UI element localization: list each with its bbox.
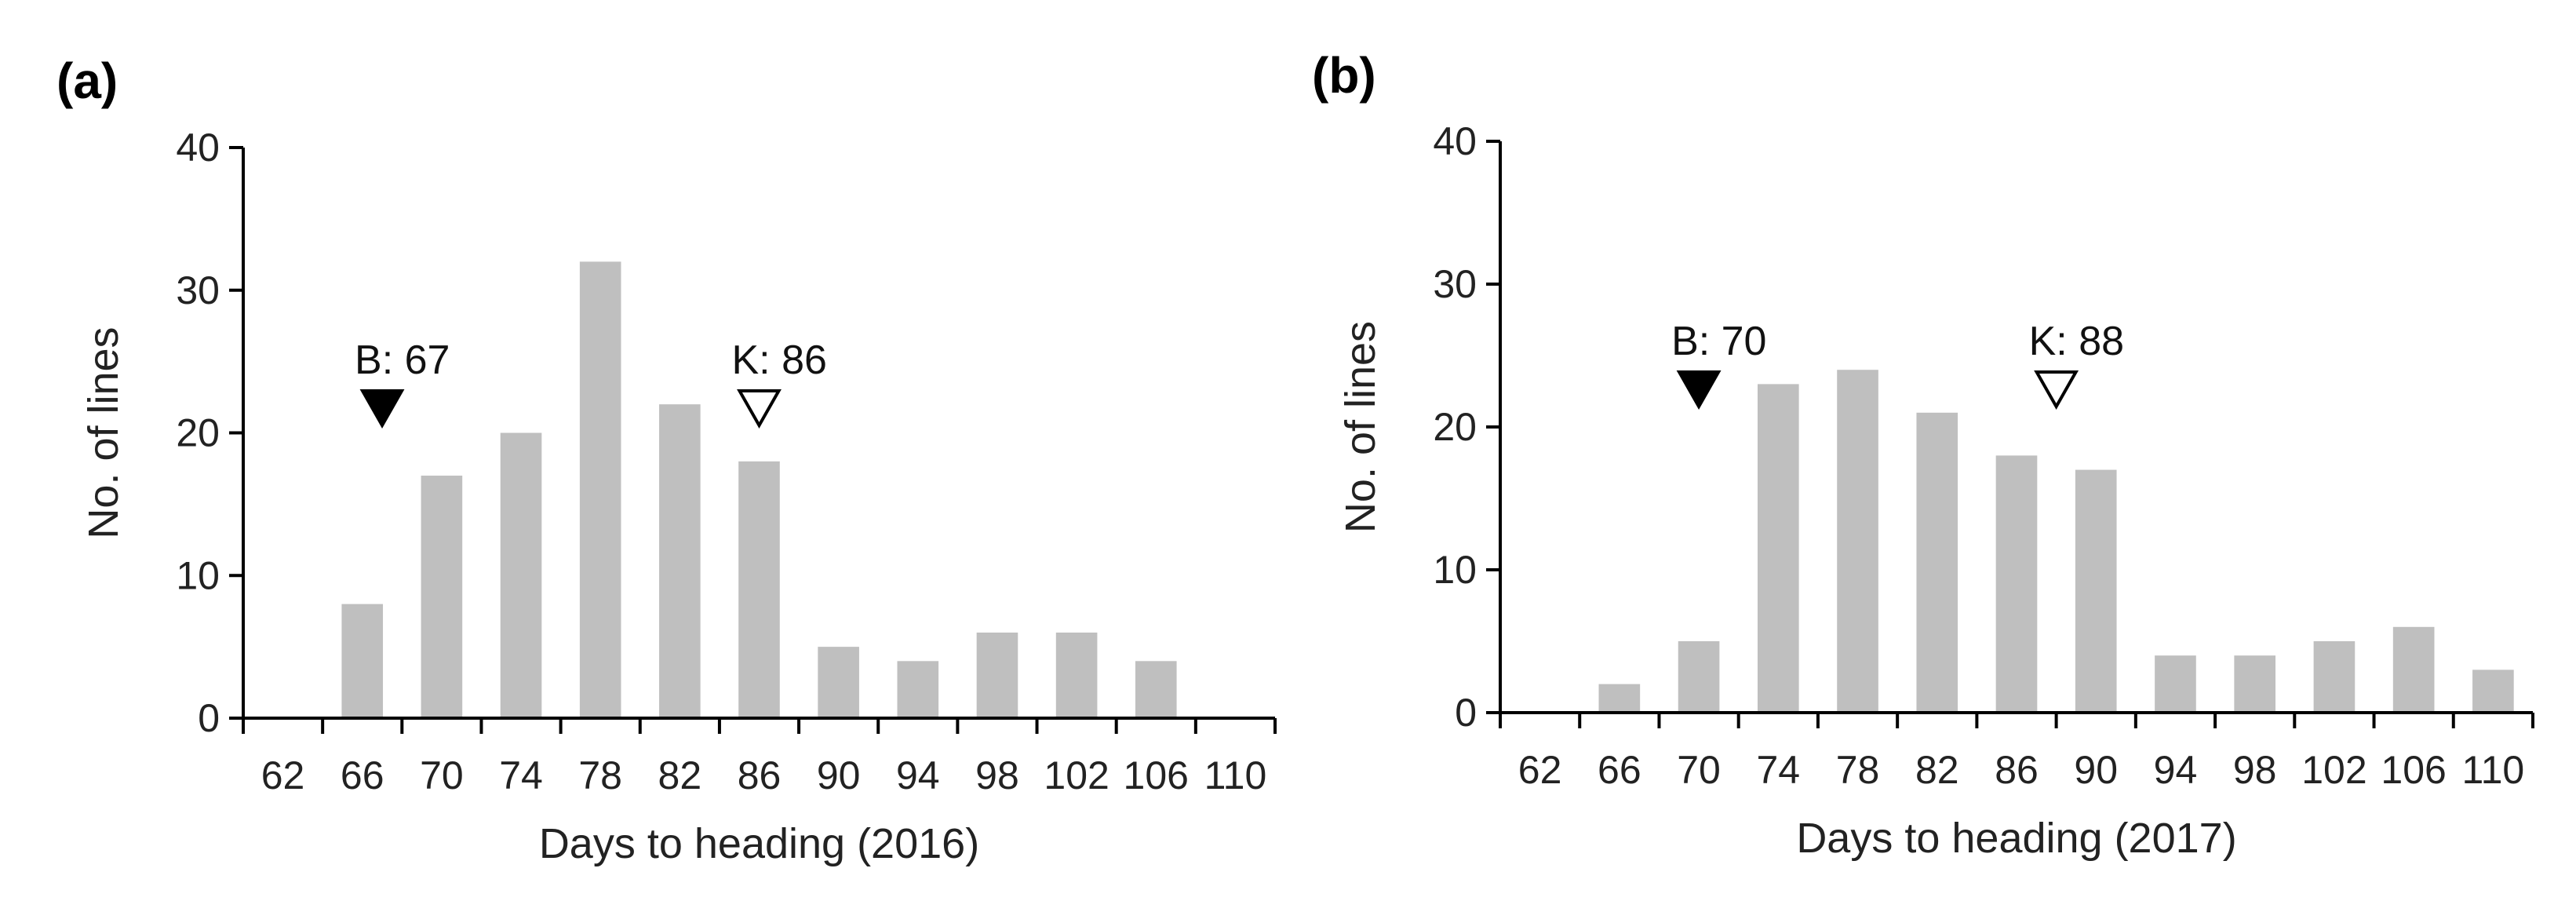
panel-label: (b) [1312, 47, 1376, 104]
marker-b-label: B: 70 [1671, 319, 1766, 364]
y-tick-label: 30 [1433, 262, 1477, 306]
x-tick-label: 66 [1598, 748, 1641, 792]
bar-82 [1916, 412, 1958, 713]
x-tick-label: 78 [578, 753, 622, 797]
bar-110 [2472, 669, 2514, 713]
x-tick-label: 82 [658, 753, 702, 797]
x-tick-label: 70 [420, 753, 464, 797]
x-tick-label: 86 [1995, 748, 2039, 792]
x-tick-label: 90 [2074, 748, 2118, 792]
bar-98 [2234, 655, 2276, 713]
bar-78 [579, 261, 621, 718]
y-tick-label: 40 [1433, 119, 1477, 163]
chart-panel-b: (b) 0 10 20 30 40 62 66 70 74 78 82 86 90 94 98 102 106 11… [1312, 47, 2534, 862]
x-tick-label: 106 [2381, 748, 2446, 792]
x-tick-label: 102 [2301, 748, 2366, 792]
x-tick-label: 70 [1677, 748, 1721, 792]
x-tick-label: 98 [975, 753, 1019, 797]
x-tick-label: 82 [1915, 748, 1959, 792]
bar-106 [1135, 661, 1177, 718]
x-tick-label: 78 [1836, 748, 1880, 792]
bar-74 [1757, 384, 1799, 713]
bar-78 [1837, 370, 1878, 713]
marker-k-label: K: 88 [2029, 319, 2124, 364]
y-tick-label: 0 [1455, 691, 1477, 735]
bar-98 [976, 632, 1018, 718]
marker-k-triangle [2034, 370, 2079, 410]
x-tick-label: 74 [1756, 748, 1800, 792]
y-tick-label: 20 [176, 411, 220, 455]
x-tick-label: 110 [1204, 753, 1267, 797]
bar-70 [1678, 641, 1720, 713]
marker-b-triangle [1676, 370, 1722, 410]
bar-86 [1995, 455, 2038, 713]
bar-74 [500, 432, 542, 718]
bar-102 [1055, 632, 1098, 718]
y-axis-title: No. of lines [1337, 321, 1384, 533]
x-tick-label: 90 [817, 753, 861, 797]
panel-label: (a) [56, 53, 118, 109]
marker-b-label: B: 67 [355, 337, 450, 383]
y-tick-label: 30 [176, 268, 220, 312]
marker-b-triangle [359, 389, 405, 429]
y-tick-label: 10 [176, 553, 220, 597]
y-tick-label: 40 [176, 126, 220, 170]
bar-86 [738, 461, 780, 718]
x-axis-title: Days to heading (2017) [1796, 815, 2236, 862]
x-tick-label: 94 [896, 753, 940, 797]
bar-90 [2075, 469, 2117, 713]
bar-90 [818, 647, 859, 718]
x-axis-title: Days to heading (2016) [539, 820, 979, 867]
x-tick-label: 86 [738, 753, 782, 797]
bar-106 [2392, 626, 2435, 713]
x-tick-label: 106 [1124, 753, 1189, 797]
marker-k-triangle [737, 389, 782, 429]
chart-panel-a: (a) 0 10 20 30 40 62 66 70 74 78 82 86 90 94 98 102 106 11… [56, 53, 1277, 867]
x-tick-label: 62 [1518, 748, 1562, 792]
x-tick-label: 94 [2154, 748, 2198, 792]
bar-82 [659, 404, 701, 718]
bar-94 [2155, 655, 2196, 713]
y-tick-label: 20 [1433, 405, 1477, 449]
bar-102 [2313, 641, 2356, 713]
y-tick-label: 10 [1433, 548, 1477, 592]
bar-94 [897, 661, 939, 718]
y-tick-label: 0 [198, 696, 220, 740]
bar-66 [1598, 684, 1641, 713]
x-tick-label: 66 [341, 753, 384, 797]
y-axis-title: No. of lines [80, 326, 127, 538]
x-tick-label: 74 [499, 753, 543, 797]
x-tick-label: 110 [2462, 748, 2525, 792]
x-tick-label: 102 [1044, 753, 1109, 797]
marker-k-label: K: 86 [732, 337, 827, 383]
x-tick-label: 98 [2233, 748, 2277, 792]
bar-70 [421, 476, 463, 718]
x-tick-label: 62 [261, 753, 305, 797]
bar-66 [341, 604, 384, 718]
